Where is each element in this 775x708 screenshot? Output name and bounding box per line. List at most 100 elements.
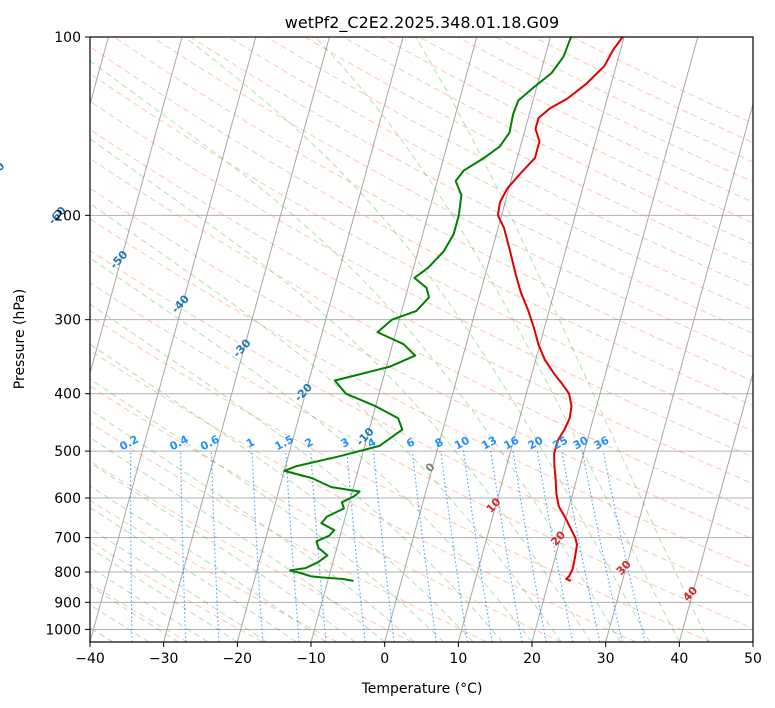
- mixing-ratio-line: [372, 451, 395, 642]
- moist-adiabat-line: [314, 37, 680, 642]
- moist-adiabat-line: [415, 37, 710, 642]
- mixing-ratio-label: 0.4: [167, 433, 191, 454]
- x-axis-title: Temperature (°C): [361, 681, 483, 697]
- y-tick-label: 500: [54, 444, 81, 460]
- dry-adiabat-line: [90, 282, 753, 629]
- y-tick-label: 300: [54, 313, 81, 329]
- isotherm-label: 0: [423, 460, 438, 475]
- moist-adiabat-line: [90, 409, 415, 642]
- x-tick-label: −10: [296, 651, 326, 667]
- chart-title: wetPf2_C2E2.2025.348.01.18.G09: [285, 13, 559, 33]
- moist-adiabat-line: [90, 436, 386, 642]
- dry-adiabat-line: [151, 37, 753, 358]
- y-tick-label: 200: [54, 208, 81, 224]
- moist-adiabat-line: [90, 257, 533, 642]
- isotherm-line: [457, 37, 625, 642]
- plot-frame: [89, 36, 754, 643]
- isotherm-label: -70: [0, 159, 8, 183]
- dry-adiabat-line: [90, 157, 753, 512]
- mixing-ratio-line: [602, 450, 646, 642]
- x-tick-label: 30: [597, 651, 615, 667]
- dry-adiabat-line: [380, 37, 753, 224]
- isotherm-line: [752, 640, 753, 642]
- isotherm-label: 30: [614, 558, 634, 578]
- isotherm-line: [90, 37, 183, 376]
- moist-adiabat-line: [90, 60, 621, 642]
- mixing-ratio-label: 2: [303, 435, 316, 450]
- x-tick-label: −30: [149, 651, 179, 667]
- dry-adiabat-line: [90, 100, 753, 458]
- temperature-line: [496, 37, 624, 582]
- dry-adiabat-line: [190, 37, 753, 334]
- isotherm-line: [531, 37, 699, 642]
- x-tick-label: 20: [523, 651, 541, 667]
- moist-adiabat-line: [90, 378, 444, 642]
- isotherm-line: [236, 37, 404, 642]
- moist-adiabat-line: [90, 566, 209, 642]
- moist-adiabat-line: [184, 37, 651, 642]
- mixing-ratio-label: 10: [452, 434, 472, 453]
- moist-adiabat-line: [90, 138, 592, 642]
- isotherm-line: [384, 37, 551, 642]
- dry-adiabat-line: [90, 583, 188, 642]
- dry-adiabat-line: [90, 72, 753, 432]
- mixing-ratio-line: [285, 451, 300, 642]
- isotherm-line: [163, 37, 330, 642]
- moist-adiabat-line: [90, 303, 503, 642]
- mixing-ratio-line: [536, 451, 574, 642]
- dry-adiabat-line: [90, 422, 487, 642]
- mixing-ratio-line: [440, 451, 469, 642]
- mixing-ratio-label: 25: [550, 434, 570, 453]
- x-tick-label: 50: [744, 651, 762, 667]
- dry-adiabat-line: [90, 187, 753, 540]
- moist-adiabat-line: [90, 506, 297, 642]
- moist-adiabat-line: [90, 527, 268, 642]
- mixing-ratio-line: [82, 451, 84, 642]
- dry-adiabat-line: [90, 460, 413, 642]
- mixing-ratio-label: 8: [433, 435, 446, 450]
- isotherm-label: 40: [680, 584, 700, 604]
- dry-adiabat-line: [533, 37, 753, 144]
- mixing-ratio-line: [210, 451, 220, 642]
- y-tick-label: 100: [54, 30, 81, 46]
- y-tick-label: 1000: [45, 622, 81, 638]
- background-lines: [82, 37, 753, 642]
- isotherm-label: -40: [169, 292, 192, 316]
- moist-adiabat-line: [90, 585, 179, 642]
- isotherm-line: [605, 102, 753, 642]
- dry-adiabat-line: [90, 385, 562, 642]
- isotherm-label: -50: [107, 248, 130, 272]
- dry-adiabat-line: [90, 315, 711, 642]
- mixing-ratio-line: [561, 451, 601, 642]
- y-axis-title: Pressure (hPa): [12, 289, 28, 389]
- mixing-ratio-label: 0.6: [198, 433, 222, 454]
- dewpoint-line: [283, 37, 572, 582]
- moist-adiabat-line: [90, 462, 356, 642]
- dry-adiabat-line: [90, 249, 753, 599]
- dry-adiabat-line: [266, 37, 753, 289]
- dry-adiabat-line: [342, 37, 753, 245]
- dry-adiabat-line: [90, 218, 753, 569]
- x-tick-label: 0: [380, 651, 389, 667]
- dry-adiabat-line: [90, 46, 753, 407]
- dry-adiabat-line: [90, 128, 753, 485]
- isotherm-line: [90, 37, 257, 642]
- y-tick-label: 400: [54, 387, 81, 403]
- mixing-ratio-label: 1: [244, 435, 257, 450]
- y-tick-label: 800: [54, 565, 81, 581]
- x-tick-label: −20: [223, 651, 253, 667]
- mixing-ratio-label: 6: [404, 435, 417, 450]
- mixing-ratio-line: [411, 451, 437, 642]
- mixing-ratio-line: [346, 451, 366, 642]
- mixing-ratio-line: [512, 451, 547, 642]
- mixing-ratio-label: 30: [571, 434, 591, 453]
- mixing-ratio-line: [130, 451, 133, 642]
- mixing-ratio-label: 16: [502, 434, 522, 453]
- dry-adiabat-line: [90, 349, 637, 642]
- mixing-ratio-label: 3: [339, 435, 352, 450]
- moist-adiabat-line: [90, 202, 562, 642]
- mixing-ratio-label: 13: [479, 434, 499, 453]
- dry-adiabat-line: [228, 37, 753, 311]
- isotherm-label: -20: [292, 381, 315, 405]
